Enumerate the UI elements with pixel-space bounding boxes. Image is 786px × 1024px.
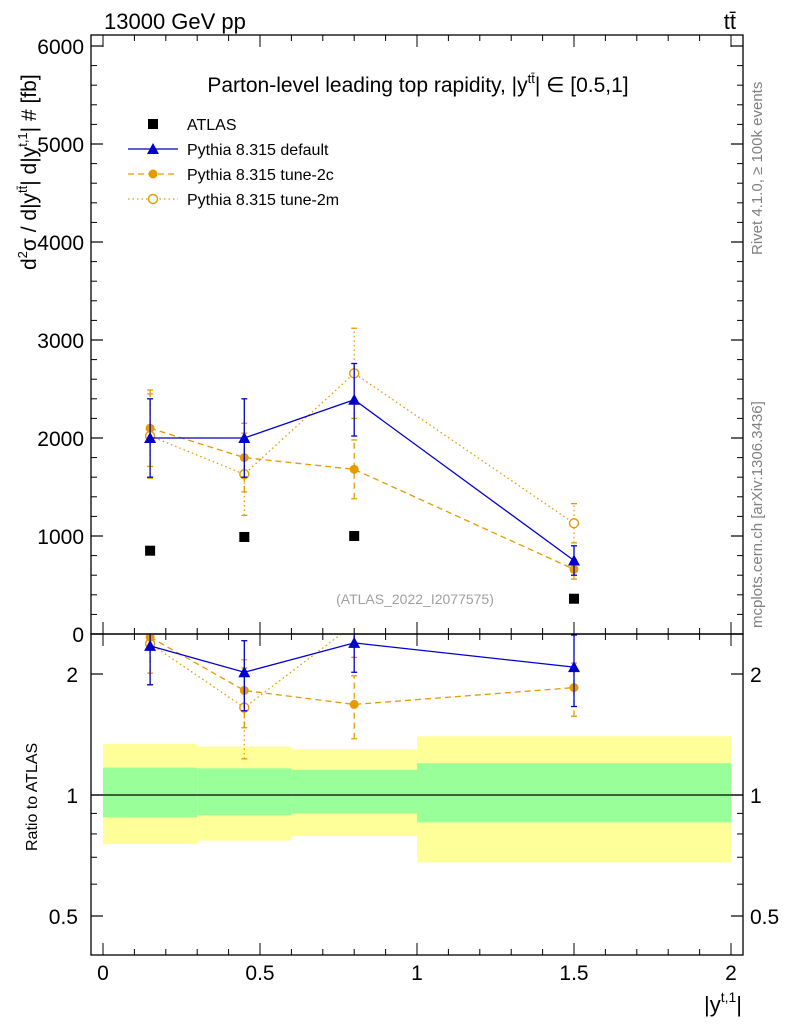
green-band bbox=[291, 769, 417, 814]
atlas-marker bbox=[145, 545, 156, 556]
x-axis-label: |yt,1| bbox=[704, 989, 742, 1017]
legend: ATLAS Pythia 8.315 default Pythia 8.315 tu… bbox=[128, 117, 339, 209]
series-line bbox=[149, 636, 575, 706]
ratio-panel-axes: 0.5 0.5 1 1 2 2 0 0.5 1 1.5 2 bbox=[49, 634, 779, 985]
x-tick-label: 1.5 bbox=[559, 962, 588, 985]
green-band bbox=[103, 767, 198, 818]
y-tick-label: 1000 bbox=[37, 526, 84, 549]
triangle-marker bbox=[348, 393, 361, 405]
filled-circle-marker bbox=[349, 464, 359, 474]
y-tick-label: 3000 bbox=[37, 330, 84, 353]
triangle-marker bbox=[568, 661, 580, 673]
legend-label: Pythia 8.315 tune-2c bbox=[187, 167, 334, 184]
main-panel-axes: 0 1000 2000 3000 4000 5000 6000 bbox=[37, 35, 743, 647]
triangle-marker bbox=[147, 143, 159, 154]
rivet-version-label: Rivet 4.1.0, ≥ 100k events bbox=[749, 82, 766, 255]
triangle-marker bbox=[238, 432, 251, 443]
legend-label: ATLAS bbox=[187, 117, 237, 134]
ratio-panel-data bbox=[144, 620, 580, 760]
triangle-marker bbox=[144, 639, 157, 651]
x-tick-label: 2 bbox=[725, 962, 737, 985]
series-line bbox=[149, 634, 343, 709]
open-circle-marker bbox=[350, 620, 359, 629]
legend-label: Pythia 8.315 default bbox=[187, 142, 329, 159]
atlas-marker bbox=[569, 593, 579, 604]
chart-title: Parton-level leading top rapidity, |ytt̄… bbox=[207, 71, 628, 97]
main-panel: 0 1000 2000 3000 4000 5000 6000 Parton-level l… bbox=[15, 34, 744, 647]
triangle-marker bbox=[568, 554, 580, 566]
y-tick-label: 2000 bbox=[37, 428, 84, 451]
series-line bbox=[150, 399, 575, 562]
filled-circle-marker bbox=[148, 169, 158, 179]
y-tick-label: 0 bbox=[72, 624, 84, 647]
series-line bbox=[149, 427, 575, 570]
atlas-marker bbox=[148, 119, 158, 129]
ratio-y-tick-label: 1 bbox=[66, 785, 78, 808]
y-tick-label: 6000 bbox=[37, 36, 84, 59]
green-band bbox=[197, 768, 292, 816]
y-axis-label: d2σ / d|ytt̄| d|yt,1| # [fb] bbox=[15, 74, 41, 270]
x-tick-label: 1 bbox=[411, 962, 423, 985]
filled-circle-marker bbox=[349, 699, 359, 709]
y-tick-label: 4000 bbox=[37, 232, 84, 255]
ratio-y-tick-label-right: 2 bbox=[750, 664, 762, 687]
open-circle-marker bbox=[568, 518, 580, 529]
ratio-panel: 0.5 0.5 1 1 2 2 0 0.5 1 1.5 2 Ratio to ATLAS |yt,1… bbox=[24, 620, 779, 1017]
ratio-y-tick-label-right: 1 bbox=[750, 785, 762, 808]
green-band bbox=[417, 763, 731, 823]
triangle-marker bbox=[238, 666, 251, 678]
atlas-marker bbox=[239, 531, 250, 542]
legend-label: Pythia 8.315 tune-2m bbox=[187, 192, 339, 209]
atlas-marker bbox=[349, 531, 360, 541]
triangle-marker bbox=[144, 432, 157, 443]
series-line bbox=[149, 372, 575, 524]
y-tick-label: 5000 bbox=[37, 134, 84, 157]
main-panel-data bbox=[144, 327, 580, 604]
ratio-panel-frame bbox=[90, 633, 744, 956]
x-tick-label: 0 bbox=[97, 962, 109, 985]
process-label: tt̄ bbox=[724, 9, 736, 34]
ratio-y-axis-label: Ratio to ATLAS bbox=[24, 743, 41, 851]
series-line bbox=[149, 642, 575, 673]
energy-label: 13000 GeV pp bbox=[104, 9, 246, 34]
mcplots-label: mcplots.cern.ch [arXiv:1306.3436] bbox=[749, 401, 766, 628]
analysis-id: (ATLAS_2022_I2077575) bbox=[336, 591, 494, 607]
ratio-y-tick-label-right: 0.5 bbox=[750, 906, 779, 929]
open-circle-marker bbox=[147, 193, 159, 205]
x-tick-label: 0.5 bbox=[245, 962, 274, 985]
uncertainty-bands bbox=[103, 736, 731, 863]
ratio-y-tick-label: 2 bbox=[66, 664, 78, 687]
triangle-marker bbox=[348, 636, 361, 648]
ratio-y-tick-label: 0.5 bbox=[49, 906, 78, 929]
